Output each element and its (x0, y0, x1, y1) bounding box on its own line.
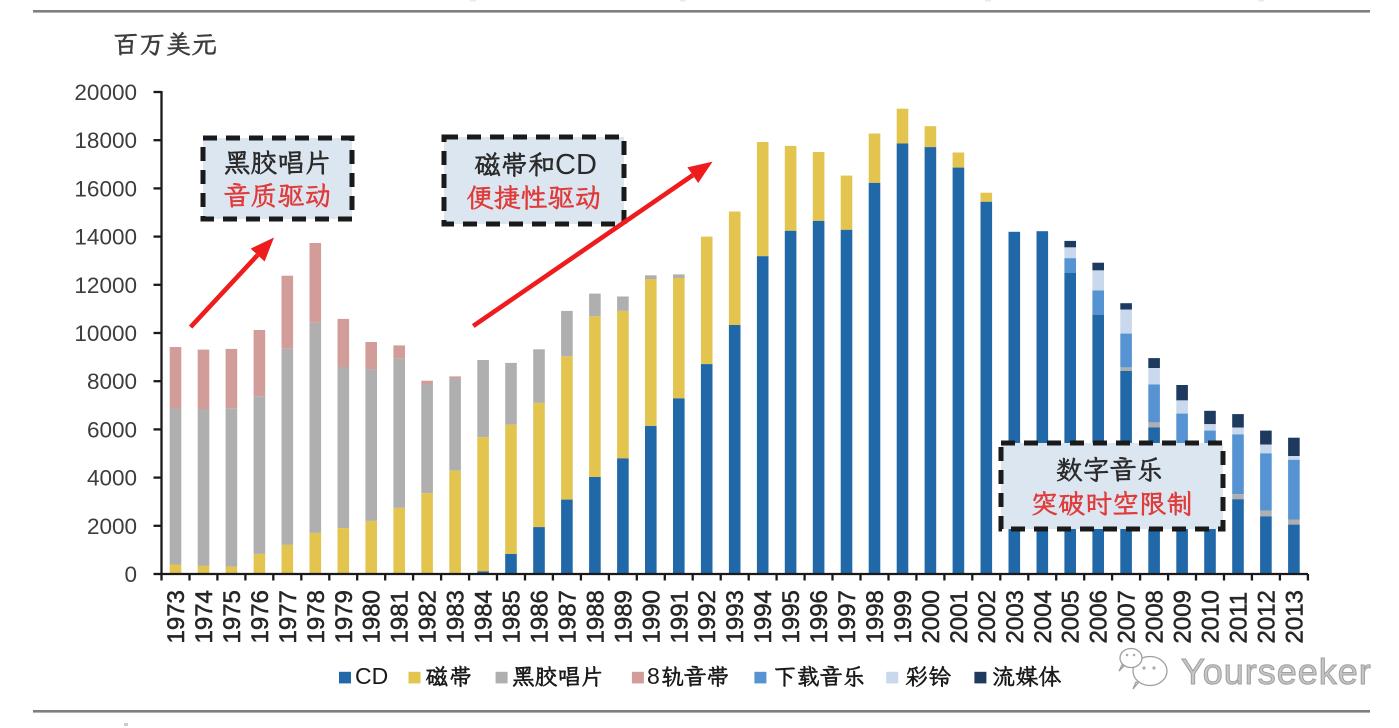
svg-text:1986: 1986 (527, 590, 554, 643)
svg-text:1987: 1987 (554, 590, 581, 643)
svg-text:14000: 14000 (74, 225, 137, 250)
svg-text:2001: 2001 (946, 590, 973, 643)
svg-text:8: 8 (647, 663, 660, 689)
svg-text:2011: 2011 (1226, 592, 1253, 644)
svg-text:2007: 2007 (1114, 590, 1141, 643)
svg-text:1973: 1973 (163, 590, 190, 643)
svg-text:CD: CD (355, 663, 388, 689)
svg-text:4000: 4000 (87, 466, 137, 491)
svg-text:1995: 1995 (778, 590, 805, 643)
svg-text:1981: 1981 (387, 590, 414, 643)
svg-text:1977: 1977 (275, 590, 302, 643)
svg-text:6000: 6000 (87, 417, 137, 442)
svg-text:1983: 1983 (443, 590, 470, 643)
svg-text:1991: 1991 (666, 590, 693, 643)
svg-text:1978: 1978 (303, 590, 330, 643)
svg-text:12000: 12000 (74, 273, 137, 298)
svg-text:2000: 2000 (918, 590, 945, 643)
svg-text:2008: 2008 (1142, 590, 1169, 643)
svg-text:1996: 1996 (806, 590, 833, 643)
svg-text:10000: 10000 (74, 321, 137, 346)
svg-text:1976: 1976 (247, 590, 274, 643)
svg-text:2005: 2005 (1058, 590, 1085, 643)
svg-text:1982: 1982 (415, 590, 442, 643)
svg-text:2002: 2002 (974, 590, 1001, 643)
svg-text:1975: 1975 (219, 590, 246, 643)
svg-text:0: 0 (124, 562, 137, 587)
svg-text:2004: 2004 (1030, 590, 1057, 643)
svg-text:1985: 1985 (499, 590, 526, 643)
svg-text:18000: 18000 (74, 128, 137, 153)
svg-text:1980: 1980 (359, 590, 386, 643)
svg-text:20000: 20000 (74, 80, 137, 105)
svg-text:1979: 1979 (331, 590, 358, 643)
svg-text:2013: 2013 (1281, 590, 1308, 643)
svg-text:2010: 2010 (1198, 590, 1225, 643)
svg-text:16000: 16000 (74, 176, 137, 201)
svg-text:2009: 2009 (1170, 590, 1197, 643)
svg-text:1999: 1999 (890, 590, 917, 643)
svg-text:1974: 1974 (191, 590, 218, 643)
svg-text:8000: 8000 (87, 369, 137, 394)
svg-text:2012: 2012 (1253, 590, 1280, 643)
svg-text:1997: 1997 (834, 590, 861, 643)
svg-text:2003: 2003 (1002, 590, 1029, 643)
svg-text:1992: 1992 (694, 590, 721, 643)
svg-text:CD: CD (555, 149, 597, 181)
svg-text:1998: 1998 (862, 590, 889, 643)
svg-text:2000: 2000 (87, 514, 137, 539)
svg-text:2006: 2006 (1086, 590, 1113, 643)
svg-text:1994: 1994 (750, 590, 777, 643)
svg-text:1988: 1988 (582, 590, 609, 643)
svg-text:1989: 1989 (610, 590, 637, 643)
svg-text:1993: 1993 (722, 590, 749, 643)
svg-text:1984: 1984 (471, 590, 498, 643)
svg-text:1990: 1990 (638, 590, 665, 643)
svg-text:Yourseeker: Yourseeker (1181, 651, 1372, 692)
